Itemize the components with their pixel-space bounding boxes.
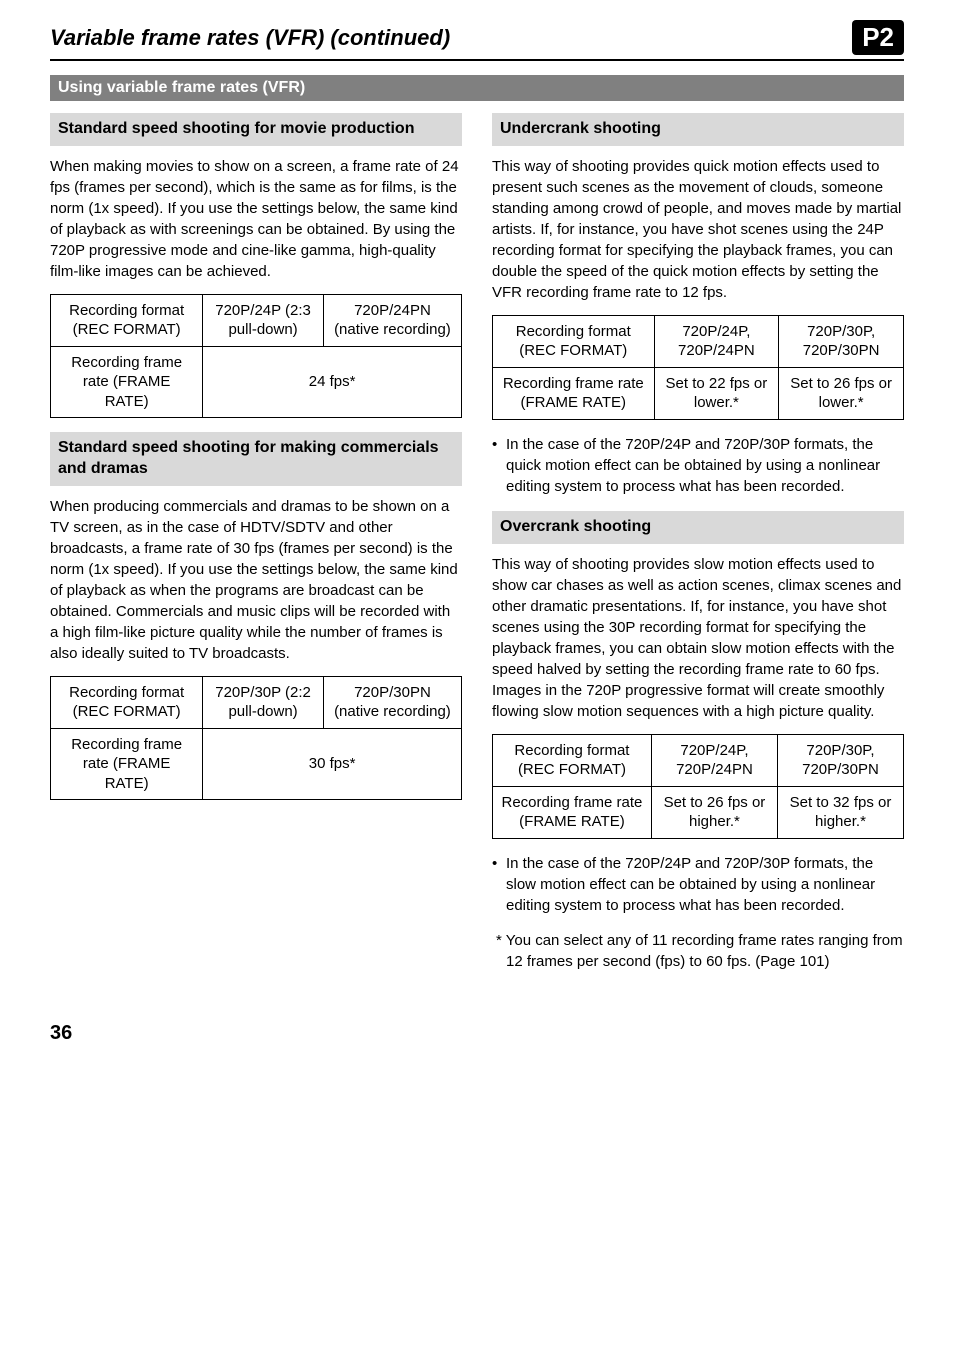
cell: Recording format (REC FORMAT) [51, 294, 203, 346]
subhead-overcrank: Overcrank shooting [492, 511, 904, 544]
section-bar: Using variable frame rates (VFR) [50, 75, 904, 101]
cell: Recording frame rate (FRAME RATE) [493, 786, 652, 838]
table-row: Recording frame rate (FRAME RATE) Set to… [493, 367, 904, 419]
cell: Recording frame rate (FRAME RATE) [493, 367, 655, 419]
page-number: 36 [50, 1022, 904, 1045]
para-standard-movie: When making movies to show on a screen, … [50, 156, 462, 282]
table-row: Recording frame rate (FRAME RATE) Set to… [493, 786, 904, 838]
cell: Set to 32 fps or higher.* [777, 786, 903, 838]
subhead-undercrank: Undercrank shooting [492, 113, 904, 146]
cell: Recording format (REC FORMAT) [493, 315, 655, 367]
cell: 24 fps* [203, 346, 462, 418]
cell: Recording frame rate (FRAME RATE) [51, 346, 203, 418]
table-undercrank: Recording format (REC FORMAT) 720P/24P, … [492, 315, 904, 420]
para-standard-commercial: When producing commercials and dramas to… [50, 496, 462, 664]
table-row: Recording format (REC FORMAT) 720P/30P (… [51, 676, 462, 728]
cell: 720P/30P, 720P/30PN [777, 734, 903, 786]
page-title: Variable frame rates (VFR) (continued) [50, 25, 450, 51]
para-overcrank: This way of shooting provides slow motio… [492, 554, 904, 722]
right-column: Undercrank shooting This way of shooting… [492, 113, 904, 982]
table-standard-commercial: Recording format (REC FORMAT) 720P/30P (… [50, 676, 462, 801]
p2-badge: P2 [852, 20, 904, 55]
note-item: In the case of the 720P/24P and 720P/30P… [492, 434, 904, 497]
cell: 720P/24P (2:3 pull-down) [203, 294, 324, 346]
left-column: Standard speed shooting for movie produc… [50, 113, 462, 982]
footnote: * You can select any of 11 recording fra… [492, 930, 904, 972]
table-row: Recording frame rate (FRAME RATE) 30 fps… [51, 728, 462, 800]
subhead-standard-commercial: Standard speed shooting for making comme… [50, 432, 462, 486]
cell: Recording frame rate (FRAME RATE) [51, 728, 203, 800]
table-row: Recording format (REC FORMAT) 720P/24P, … [493, 315, 904, 367]
cell: 720P/24P, 720P/24PN [654, 315, 779, 367]
subhead-standard-movie: Standard speed shooting for movie produc… [50, 113, 462, 146]
table-row: Recording format (REC FORMAT) 720P/24P (… [51, 294, 462, 346]
title-row: Variable frame rates (VFR) (continued) P… [50, 20, 904, 61]
para-undercrank: This way of shooting provides quick moti… [492, 156, 904, 303]
table-overcrank: Recording format (REC FORMAT) 720P/24P, … [492, 734, 904, 839]
note-undercrank: In the case of the 720P/24P and 720P/30P… [492, 434, 904, 497]
cell: Set to 26 fps or higher.* [651, 786, 777, 838]
note-item: In the case of the 720P/24P and 720P/30P… [492, 853, 904, 916]
note-overcrank: In the case of the 720P/24P and 720P/30P… [492, 853, 904, 916]
cell: 720P/30P, 720P/30PN [779, 315, 904, 367]
cell: Recording format (REC FORMAT) [51, 676, 203, 728]
table-row: Recording format (REC FORMAT) 720P/24P, … [493, 734, 904, 786]
cell: Recording format (REC FORMAT) [493, 734, 652, 786]
cell: 720P/30P (2:2 pull-down) [203, 676, 324, 728]
table-standard-movie: Recording format (REC FORMAT) 720P/24P (… [50, 294, 462, 419]
cell: Set to 22 fps or lower.* [654, 367, 779, 419]
cell: 720P/30PN (native recording) [323, 676, 461, 728]
cell: 720P/24PN (native recording) [323, 294, 461, 346]
cell: 30 fps* [203, 728, 462, 800]
cell: 720P/24P, 720P/24PN [651, 734, 777, 786]
cell: Set to 26 fps or lower.* [779, 367, 904, 419]
table-row: Recording frame rate (FRAME RATE) 24 fps… [51, 346, 462, 418]
